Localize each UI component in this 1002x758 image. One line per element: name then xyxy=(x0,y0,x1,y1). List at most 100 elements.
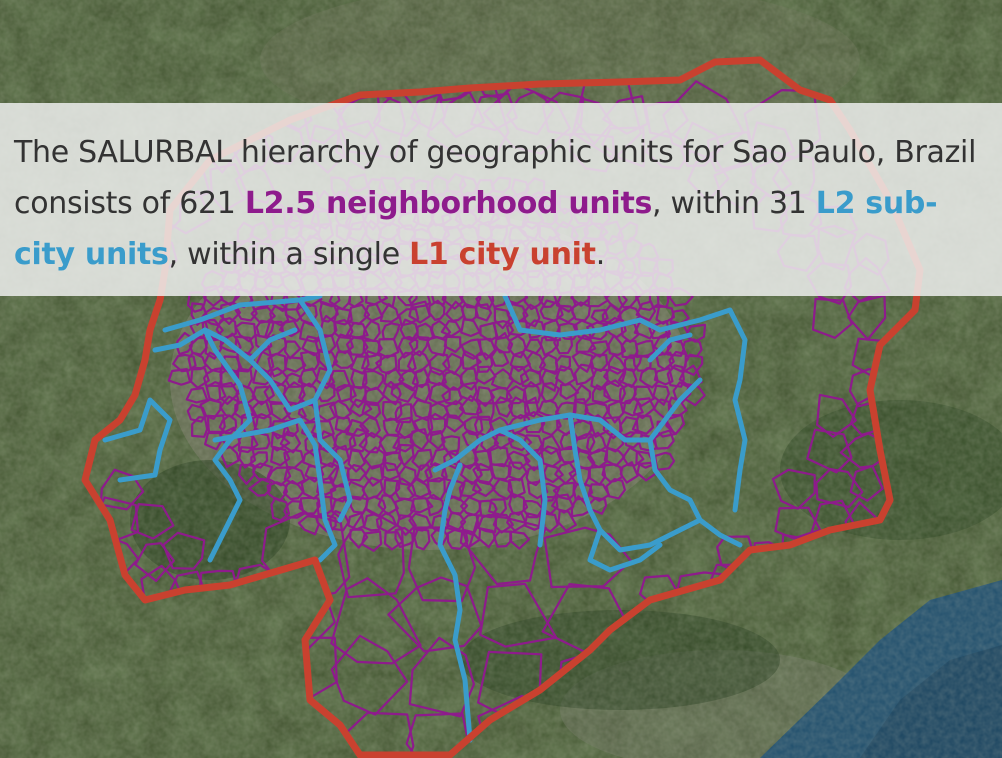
neighborhood-cell xyxy=(361,530,383,552)
neighborhood-cell xyxy=(524,338,543,355)
neighborhood-cell xyxy=(522,303,541,328)
neighborhood-cell xyxy=(652,384,670,406)
neighborhood-cell xyxy=(238,463,256,485)
neighborhood-cell xyxy=(394,526,415,548)
caption-text-part4: . xyxy=(595,237,606,272)
neighborhood-cell xyxy=(328,464,350,488)
caption-text-part3: , within a single xyxy=(168,237,410,272)
neighborhood-cell xyxy=(490,347,510,367)
neighborhood-cell xyxy=(379,303,400,323)
neighborhood-cell xyxy=(489,387,513,405)
neighborhood-cell xyxy=(682,353,704,376)
neighborhood-cell xyxy=(316,495,333,516)
neighborhood-cell xyxy=(607,334,626,356)
neighborhood-cell xyxy=(586,431,607,455)
neighborhood-cell xyxy=(474,303,493,322)
neighborhood-cell xyxy=(666,364,685,388)
neighborhood-cell xyxy=(188,336,208,356)
neighborhood-cell xyxy=(406,478,432,499)
neighborhood-cell xyxy=(618,383,637,405)
neighborhood-cell xyxy=(408,636,475,718)
neighborhood-cell xyxy=(461,429,481,452)
neighborhood-cell xyxy=(440,320,462,338)
neighborhood-cell xyxy=(590,368,609,391)
neighborhood-cell xyxy=(429,401,449,421)
neighborhood-cell xyxy=(333,319,354,339)
neighborhood-cell xyxy=(472,479,496,497)
neighborhood-cell xyxy=(409,428,430,451)
neighborhood-cell xyxy=(540,382,560,403)
neighborhood-cell xyxy=(553,333,574,355)
neighborhood-cell xyxy=(601,303,622,325)
neighborhood-cell xyxy=(554,461,578,485)
neighborhood-cell xyxy=(543,464,564,484)
neighborhood-cell xyxy=(635,300,657,322)
neighborhood-cell xyxy=(474,365,497,385)
l2-boundary-central-south xyxy=(432,427,548,548)
l2-boundary-north-east-inner xyxy=(647,332,693,363)
neighborhood-cell xyxy=(446,527,469,550)
neighborhood-cell xyxy=(570,495,591,518)
neighborhood-cell xyxy=(494,332,514,354)
neighborhood-cell xyxy=(250,432,271,451)
neighborhood-cell xyxy=(362,339,383,358)
neighborhood-cell xyxy=(278,319,301,338)
neighborhood-cell xyxy=(238,446,256,469)
neighborhood-cell xyxy=(507,431,533,452)
neighborhood-cell xyxy=(363,464,384,487)
neighborhood-cell xyxy=(345,336,369,356)
neighborhood-cell xyxy=(319,301,339,323)
neighborhood-cell xyxy=(467,514,547,586)
neighborhood-cell xyxy=(283,500,305,519)
l2-boundary-east-3 xyxy=(647,437,743,548)
neighborhood-cell xyxy=(446,512,467,531)
neighborhood-cell xyxy=(507,477,526,499)
neighborhood-cell xyxy=(538,511,559,533)
neighborhood-cell xyxy=(556,304,576,324)
neighborhood-cell xyxy=(204,338,223,360)
neighborhood-cell xyxy=(428,299,446,321)
neighborhood-cell xyxy=(199,398,222,420)
neighborhood-cell xyxy=(282,480,305,501)
l2-boundary-south-spine xyxy=(437,462,473,743)
neighborhood-cell xyxy=(457,381,478,402)
neighborhood-cell xyxy=(571,351,594,373)
neighborhood-cell xyxy=(381,380,402,406)
l2-boundary-center-west xyxy=(247,327,298,363)
neighborhood-cell xyxy=(460,367,479,391)
neighborhood-cell xyxy=(411,448,433,471)
neighborhood-cell xyxy=(557,508,577,532)
neighborhood-cell xyxy=(607,399,625,424)
neighborhood-cell xyxy=(488,416,513,437)
l2-boundary-northwest xyxy=(202,327,253,563)
l2-boundary-east-1 xyxy=(497,377,703,443)
neighborhood-cell xyxy=(443,449,461,470)
neighborhood-cell xyxy=(415,464,433,484)
caption-panel: The SALURBAL hierarchy of geographic uni… xyxy=(0,103,1002,296)
neighborhood-cell xyxy=(428,352,451,376)
neighborhood-cell xyxy=(349,385,367,409)
neighborhood-cell xyxy=(167,368,192,386)
neighborhood-cell xyxy=(559,383,580,400)
neighborhood-cell xyxy=(493,307,511,330)
neighborhood-cell xyxy=(191,416,209,438)
neighborhood-cell xyxy=(811,297,853,339)
neighborhood-cell xyxy=(398,307,420,327)
neighborhood-cell xyxy=(162,531,206,570)
neighborhood-cell xyxy=(440,435,461,457)
neighborhood-cell xyxy=(347,449,367,473)
neighborhood-cell xyxy=(334,416,352,433)
neighborhood-cell xyxy=(505,385,526,405)
neighborhood-cell xyxy=(635,339,656,359)
neighborhood-cell xyxy=(478,337,497,361)
neighborhood-cell xyxy=(538,353,559,375)
l2-boundary-far-west xyxy=(102,397,173,483)
l2-sub-city-units-label: L2 sub-city units xyxy=(14,186,938,272)
neighborhood-cell xyxy=(478,527,497,549)
neighborhood-cell xyxy=(332,350,355,369)
neighborhood-cell xyxy=(267,466,292,487)
neighborhood-cell xyxy=(252,365,273,386)
neighborhood-cell xyxy=(394,403,413,424)
neighborhood-cell xyxy=(428,381,451,404)
caption-text-part2: , within 31 xyxy=(652,186,816,221)
